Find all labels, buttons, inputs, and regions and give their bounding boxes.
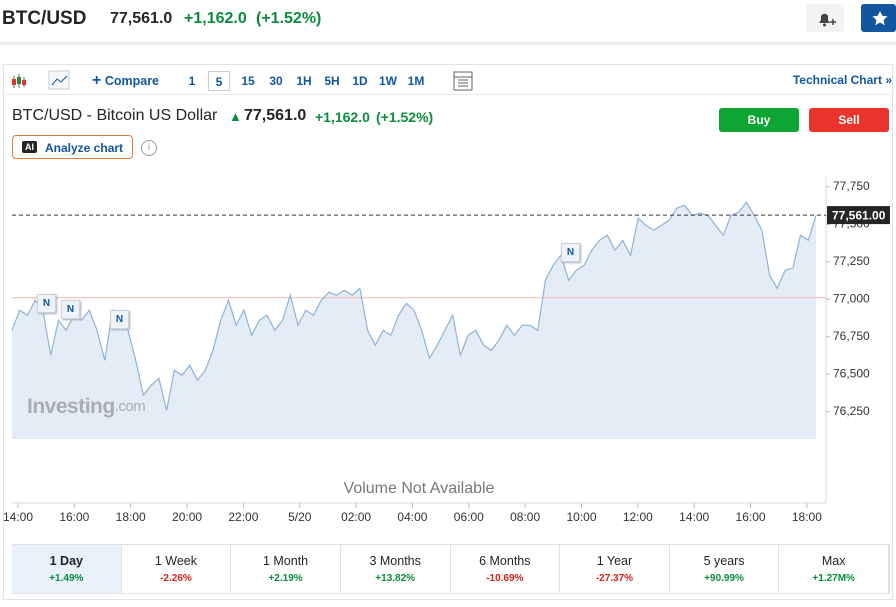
area-fill: [12, 202, 816, 438]
period-change: +13.82%: [375, 573, 416, 584]
period-tab[interactable]: Max +1.27M%: [779, 545, 889, 593]
interval-button[interactable]: 15: [241, 74, 255, 88]
change-pct: (+1.52%): [256, 10, 322, 27]
period-tab[interactable]: 1 Month +2.19%: [231, 545, 341, 593]
price-line: [11, 201, 817, 411]
watermark-suffix: .com: [115, 398, 146, 415]
period-tab[interactable]: 1 Year -27.37%: [560, 545, 670, 593]
technical-chart-label: Technical Chart: [792, 73, 882, 87]
bell-icon: [819, 13, 836, 27]
period-change: -2.26%: [160, 573, 192, 584]
period-change: +90.99%: [704, 573, 744, 584]
x-tick-label: 10:00: [566, 510, 596, 524]
interval-button[interactable]: 1D: [352, 74, 368, 88]
x-tick-label: 16:00: [736, 510, 766, 524]
period-tab[interactable]: 5 years +90.99%: [670, 545, 780, 593]
period-change: +2.19%: [268, 573, 303, 584]
period-label: Max: [821, 554, 846, 568]
period-change: -10.69%: [486, 573, 524, 584]
sell-button[interactable]: Sell: [809, 108, 889, 132]
star-icon: [872, 11, 888, 26]
chart-type-icons[interactable]: [10, 70, 80, 92]
x-tick-label: 14:00: [679, 510, 709, 524]
interval-button[interactable]: 1W: [379, 74, 397, 88]
x-tick-label: 14:00: [3, 510, 33, 524]
interval-button[interactable]: 5H: [324, 74, 340, 88]
interval-button[interactable]: 1: [188, 74, 196, 88]
chart-widget: [3, 64, 893, 600]
period-label: 5 years: [703, 554, 745, 568]
period-tab[interactable]: 1 Day +1.49%: [12, 545, 122, 593]
news-marker[interactable]: N: [561, 243, 580, 262]
x-tick-label: 20:00: [172, 510, 202, 524]
instrument-change-pct: (+1.52%): [376, 109, 434, 125]
y-tick-label: 76,500: [833, 366, 870, 380]
y-tick-label: 77,000: [833, 291, 870, 305]
info-icon[interactable]: i: [141, 140, 157, 156]
watermark-main: Investing: [27, 395, 115, 418]
header: BTC/USD 77,561.0 +1,162.0 (+1.52%): [0, 0, 896, 43]
y-tick-label: 77,250: [833, 254, 870, 268]
ai-badge: AI: [22, 141, 37, 153]
up-arrow: ▲: [229, 109, 242, 124]
period-label: 6 Months: [479, 554, 531, 568]
x-tick-label: 12:00: [623, 510, 653, 524]
instrument-change: +1,162.0: [315, 109, 370, 125]
last-price-label: 77,561.00: [832, 208, 886, 222]
news-marker[interactable]: N: [61, 300, 80, 319]
period-label: 1 Week: [154, 554, 198, 568]
price: 77,561.0: [110, 10, 173, 27]
period-change: +1.27M%: [812, 573, 855, 584]
volume-note: Volume Not Available: [344, 480, 495, 497]
y-tick-label: 76,750: [833, 329, 870, 343]
period-tab[interactable]: 3 Months +13.82%: [341, 545, 451, 593]
news-marker[interactable]: N: [110, 310, 129, 329]
toolbar-divider: [3, 94, 893, 95]
instrument-name: BTC/USD - Bitcoin US Dollar: [12, 107, 218, 124]
x-tick-label: 06:00: [454, 510, 484, 524]
y-tick-label: 77,750: [833, 179, 870, 193]
interval-button[interactable]: 1H: [296, 74, 312, 88]
news-marker[interactable]: N: [37, 294, 56, 313]
analyze-button[interactable]: AI Analyze chart: [12, 135, 133, 159]
interval-button[interactable]: 5: [208, 71, 230, 91]
x-tick-label: 08:00: [510, 510, 540, 524]
instrument-price: 77,561.0: [244, 107, 307, 124]
period-tab[interactable]: 6 Months -10.69%: [451, 545, 561, 593]
period-tab[interactable]: 1 Week -2.26%: [122, 545, 232, 593]
last-price-tag: [827, 206, 890, 225]
alert-button[interactable]: [806, 4, 844, 32]
x-tick-label: 18:00: [792, 510, 822, 524]
x-tick-label: 16:00: [59, 510, 89, 524]
period-label: 3 Months: [369, 554, 421, 568]
x-tick-label: 18:00: [116, 510, 146, 524]
watermark: Investing.com: [27, 395, 145, 418]
buy-button[interactable]: Buy: [719, 108, 799, 132]
technical-chart-link[interactable]: Technical Chart »: [792, 73, 892, 87]
x-tick-label: 22:00: [228, 510, 258, 524]
period-change: -27.37%: [595, 573, 634, 584]
symbol: BTC/USD: [2, 8, 87, 29]
period-label: 1 Year: [596, 554, 633, 568]
period-change: +1.49%: [49, 573, 84, 584]
compare-button[interactable]: + Compare: [92, 72, 160, 89]
period-label: 1 Day: [49, 554, 83, 568]
x-tick-label: 02:00: [341, 510, 371, 524]
y-tick-label: 76,250: [833, 404, 870, 418]
layout-icon[interactable]: [453, 71, 473, 91]
x-tick-label: 5/20: [288, 510, 312, 524]
compare-label: Compare: [104, 74, 160, 88]
interval-button[interactable]: 1M: [407, 74, 425, 88]
change: +1,162.0: [184, 10, 247, 27]
watchlist-button[interactable]: [861, 4, 896, 32]
interval-button[interactable]: 30: [269, 74, 283, 88]
period-label: 1 Month: [262, 554, 309, 568]
analyze-label: Analyze chart: [45, 141, 124, 155]
x-tick-label: 04:00: [397, 510, 427, 524]
